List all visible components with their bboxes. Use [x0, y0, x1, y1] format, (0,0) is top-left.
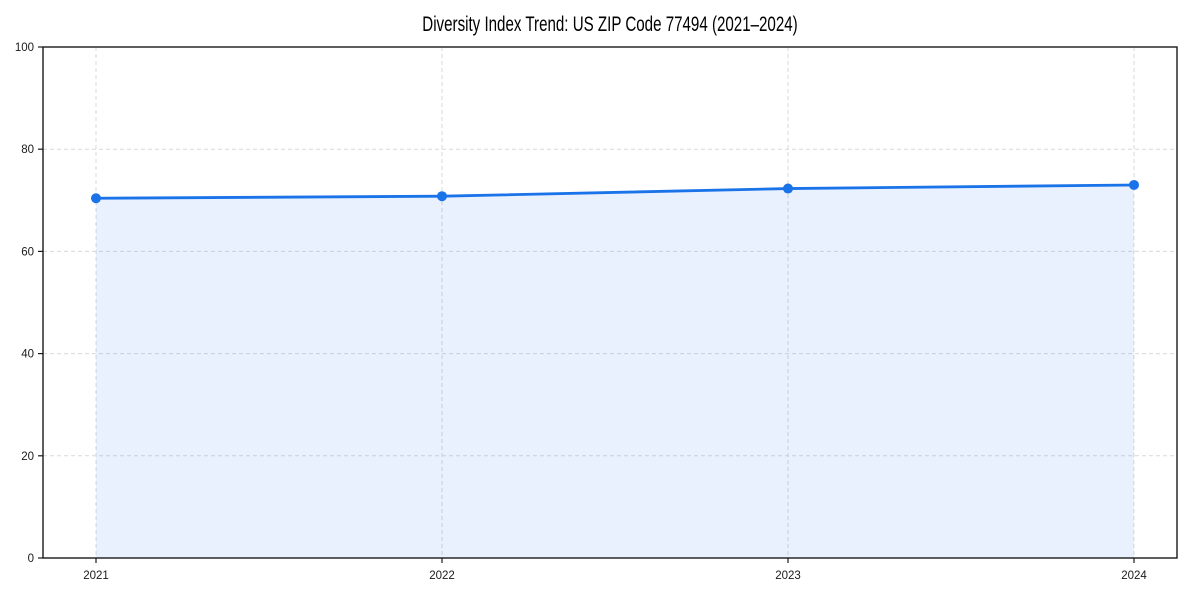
y-tick-label: 0: [28, 553, 34, 565]
x-tick-label: 2023: [775, 570, 801, 582]
y-tick-label: 40: [21, 349, 34, 361]
data-point-marker: [437, 191, 447, 202]
x-tick-label: 2022: [429, 570, 455, 582]
area-fill: [96, 184, 1134, 558]
y-tick-label: 60: [21, 246, 34, 258]
trend-line: [94, 183, 1136, 200]
y-tick-label: 100: [15, 42, 34, 54]
data-point-marker: [91, 193, 101, 204]
chart-title: Diversity Index Trend: US ZIP Code 77494…: [422, 13, 798, 36]
data-point-marker: [1129, 179, 1139, 190]
y-tick-label: 20: [21, 451, 34, 463]
x-tick-label: 2024: [1121, 570, 1147, 582]
data-point-marker: [783, 183, 793, 194]
plot-border: [42, 46, 1178, 559]
x-tick-label: 2021: [83, 570, 109, 582]
y-tick-label: 80: [21, 144, 34, 156]
